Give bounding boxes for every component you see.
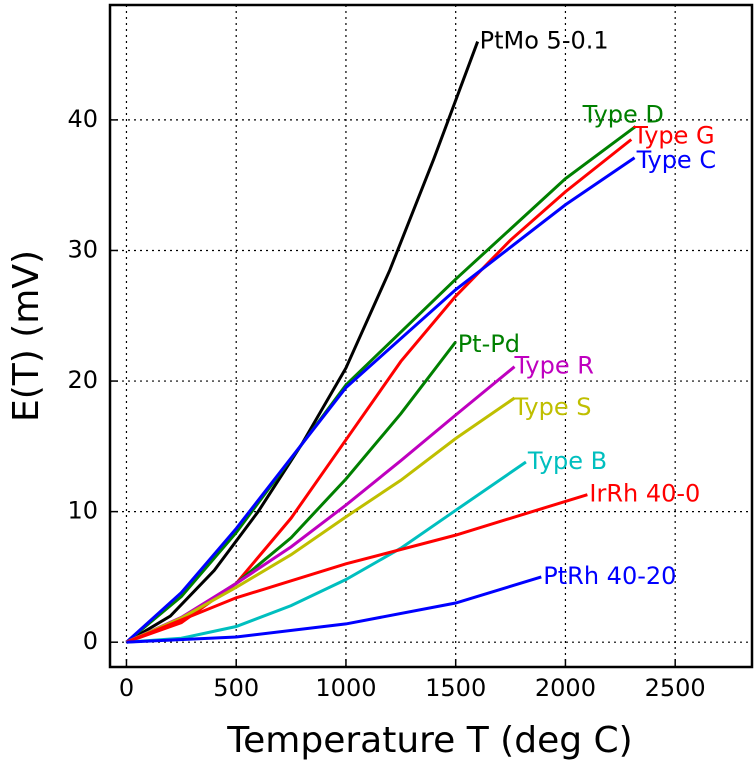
series-line: [125, 396, 516, 644]
series-line: [126, 575, 542, 644]
x-tick-label: 2500: [645, 674, 706, 702]
series-label: IrRh 40-0: [589, 480, 700, 508]
x-axis-label: Temperature T (deg C): [226, 720, 632, 761]
x-tick-label: 2000: [535, 674, 596, 702]
series-line: [125, 125, 637, 644]
series-label: Type R: [514, 352, 594, 380]
x-tick-label: 0: [119, 674, 134, 702]
plot-frame: [108, 3, 754, 669]
series-label: Type G: [632, 121, 714, 149]
y-tick-label: 30: [67, 235, 98, 263]
y-tick-label: 0: [83, 627, 98, 655]
series-line: [126, 460, 527, 644]
y-tick-label: 10: [67, 497, 98, 525]
y-tick-label: 40: [67, 105, 98, 133]
series-label: PtRh 40-20: [543, 562, 676, 590]
x-tick-label: 1000: [315, 674, 376, 702]
series-label: Type C: [636, 146, 717, 174]
series-label: Pt-Pd: [458, 330, 520, 358]
y-axis-label: E(T) (mV): [6, 250, 47, 422]
y-tick-label: 20: [67, 366, 98, 394]
series-label: PtMo 5-0.1: [480, 27, 609, 55]
series-label: Type B: [527, 447, 607, 475]
x-tick-label: 500: [213, 674, 259, 702]
series-line: [125, 493, 588, 644]
series-line: [125, 156, 636, 644]
series-label: Type D: [582, 100, 664, 128]
x-tick-label: 1500: [425, 674, 486, 702]
series-line: [125, 41, 480, 644]
series-label: Type S: [513, 393, 592, 421]
